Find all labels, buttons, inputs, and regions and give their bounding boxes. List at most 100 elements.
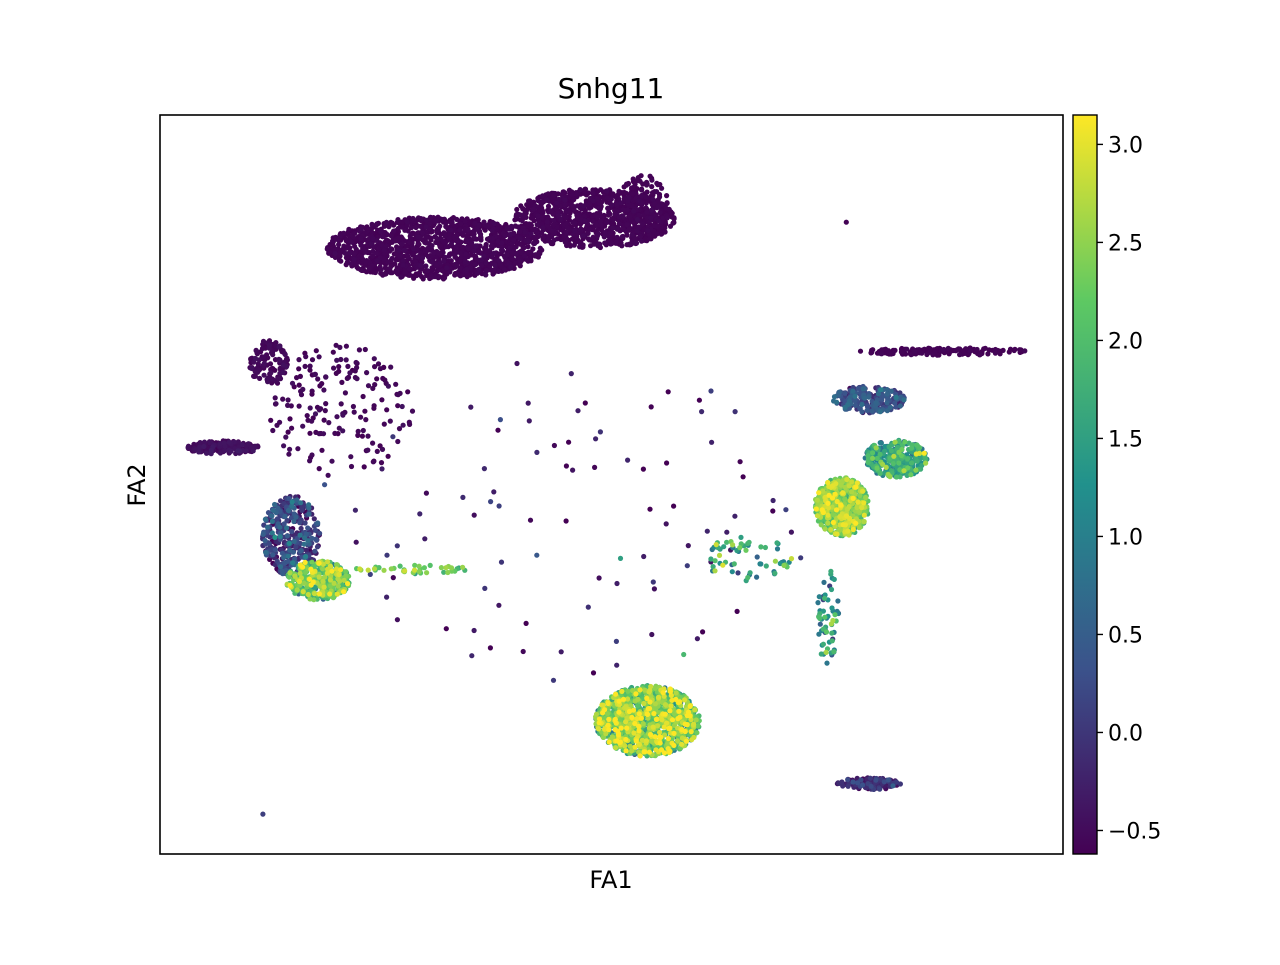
data-point xyxy=(498,559,505,565)
data-point xyxy=(390,434,396,440)
data-point xyxy=(617,555,624,562)
data-point xyxy=(667,223,674,229)
data-point xyxy=(374,221,380,227)
data-point xyxy=(275,376,282,382)
data-point xyxy=(649,184,655,190)
data-point xyxy=(287,446,293,452)
data-point xyxy=(845,783,851,789)
data-point xyxy=(395,403,401,409)
data-point xyxy=(610,225,616,231)
data-point xyxy=(491,250,497,256)
data-point xyxy=(820,641,827,647)
data-point xyxy=(462,259,468,265)
data-point xyxy=(391,228,397,234)
data-point xyxy=(415,234,421,240)
data-point xyxy=(358,242,364,248)
data-point xyxy=(614,662,620,668)
data-point xyxy=(272,395,278,401)
data-point xyxy=(309,357,316,363)
data-point xyxy=(770,497,776,504)
data-point xyxy=(307,458,313,464)
data-point xyxy=(580,242,586,248)
data-point xyxy=(479,257,485,263)
data-point xyxy=(406,419,412,425)
data-point xyxy=(392,238,398,244)
data-point xyxy=(473,243,479,249)
data-point xyxy=(422,536,428,542)
data-point xyxy=(284,525,290,531)
data-point xyxy=(525,238,531,244)
data-point xyxy=(274,516,280,522)
data-point xyxy=(381,247,387,253)
data-point xyxy=(699,409,705,415)
data-point xyxy=(351,409,357,415)
data-point xyxy=(299,507,305,513)
data-point xyxy=(641,553,647,560)
data-point xyxy=(270,427,276,434)
data-point xyxy=(623,190,629,196)
data-point xyxy=(685,543,691,549)
data-point xyxy=(343,357,349,363)
data-point xyxy=(614,580,620,587)
data-point xyxy=(394,543,400,549)
data-point xyxy=(315,520,321,526)
data-point xyxy=(940,347,946,353)
data-point xyxy=(497,417,503,423)
data-point xyxy=(409,408,416,414)
data-point xyxy=(441,258,447,264)
data-point xyxy=(283,434,289,440)
data-point xyxy=(266,342,272,348)
data-point xyxy=(321,417,327,423)
data-point xyxy=(365,227,371,233)
data-point xyxy=(575,408,581,414)
data-point xyxy=(404,219,410,225)
data-point xyxy=(388,233,394,239)
data-point xyxy=(618,200,624,206)
data-point xyxy=(550,677,557,683)
data-point xyxy=(526,221,532,227)
data-point xyxy=(732,409,738,415)
data-point xyxy=(829,605,835,611)
data-point xyxy=(860,386,866,392)
data-point xyxy=(343,343,349,349)
data-point xyxy=(630,185,636,191)
data-point xyxy=(581,203,587,209)
data-point xyxy=(533,252,539,258)
data-point xyxy=(877,440,883,446)
data-point xyxy=(262,516,268,522)
data-point xyxy=(732,513,738,519)
data-point xyxy=(429,259,435,265)
data-point xyxy=(483,243,489,249)
data-point xyxy=(517,228,523,235)
data-point xyxy=(859,401,865,408)
data-point xyxy=(325,472,331,478)
data-point xyxy=(868,783,874,789)
data-point xyxy=(783,507,789,513)
data-point xyxy=(888,388,894,394)
data-point xyxy=(362,346,368,353)
data-point xyxy=(551,222,557,228)
data-point xyxy=(590,190,596,196)
data-point xyxy=(351,256,357,262)
data-point xyxy=(481,219,487,225)
data-point xyxy=(798,555,804,561)
data-point xyxy=(613,638,620,645)
data-point xyxy=(360,427,366,434)
data-point xyxy=(885,777,891,783)
data-point xyxy=(511,237,517,243)
data-point xyxy=(362,249,368,255)
data-point xyxy=(365,433,371,439)
data-point xyxy=(616,221,623,227)
data-point xyxy=(992,350,999,356)
data-point xyxy=(422,248,428,254)
data-point xyxy=(585,604,591,610)
data-point xyxy=(454,263,460,269)
data-point xyxy=(303,354,309,360)
data-point xyxy=(842,390,848,396)
data-point xyxy=(590,218,596,224)
data-point xyxy=(482,585,488,592)
data-point xyxy=(596,242,602,248)
data-point xyxy=(407,272,413,278)
data-point xyxy=(614,226,620,232)
data-point xyxy=(513,251,519,257)
